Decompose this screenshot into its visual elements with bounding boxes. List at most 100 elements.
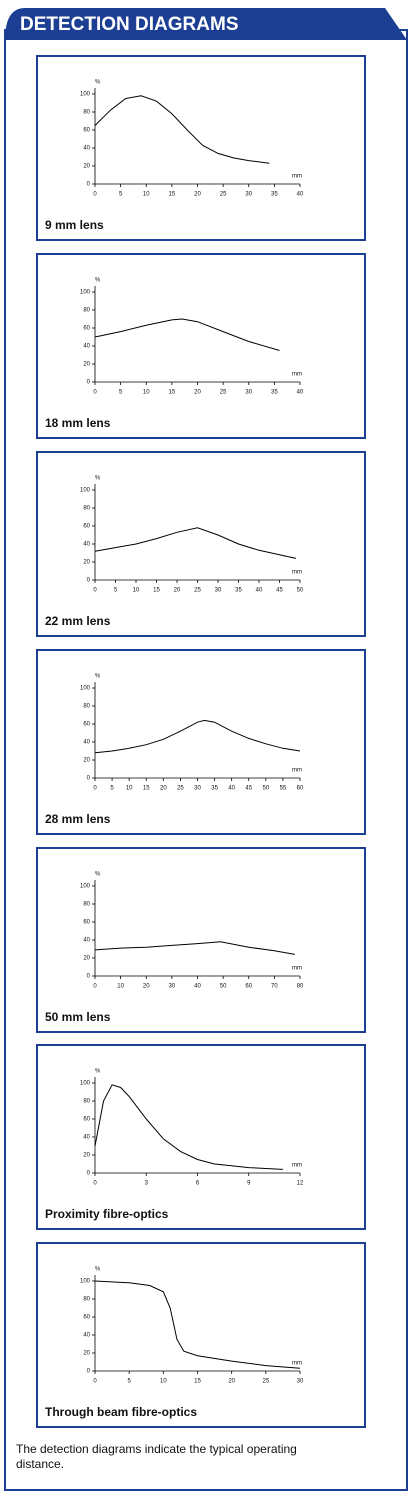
y-tick-label: 0	[87, 776, 91, 782]
x-tick-label: 35	[235, 588, 242, 594]
chart-box	[36, 1242, 366, 1428]
x-tick-label: 25	[220, 192, 227, 198]
y-tick-label: 100	[80, 92, 91, 98]
x-tick-label: 20	[228, 1379, 235, 1385]
x-tick-label: 55	[280, 786, 287, 792]
y-tick-label: 40	[83, 344, 90, 350]
x-tick-label: 30	[169, 984, 176, 990]
x-tick-label: 0	[93, 1379, 97, 1385]
data-line	[94, 1084, 283, 1170]
x-tick-label: 5	[119, 390, 123, 396]
y-tick-label: 20	[83, 164, 90, 170]
y-tick-label: 20	[83, 560, 90, 566]
chart-box	[36, 847, 366, 1033]
x-tick-label: 60	[297, 786, 304, 792]
x-tick-label: 20	[143, 984, 150, 990]
x-tick-label: 15	[169, 192, 176, 198]
x-tick-label: 30	[194, 786, 201, 792]
x-tick-label: 10	[117, 984, 124, 990]
y-axis-label: %	[95, 278, 101, 284]
x-tick-label: 20	[194, 390, 201, 396]
x-tick-label: 25	[220, 390, 227, 396]
x-tick-label: 0	[93, 192, 97, 198]
x-tick-label: 35	[271, 390, 278, 396]
x-tick-label: 5	[119, 192, 123, 198]
x-tick-label: 30	[245, 390, 252, 396]
x-tick-label: 6	[196, 1181, 200, 1187]
x-tick-label: 10	[143, 390, 150, 396]
x-tick-label: 45	[245, 786, 252, 792]
y-tick-label: 20	[83, 1153, 90, 1159]
y-tick-label: 0	[87, 1369, 91, 1375]
chart-caption: Through beam fibre-optics	[45, 1405, 197, 1419]
y-tick-label: 0	[87, 182, 91, 188]
y-tick-label: 20	[83, 362, 90, 368]
data-line	[94, 527, 297, 559]
y-tick-label: 100	[80, 1081, 91, 1087]
x-tick-label: 30	[215, 588, 222, 594]
y-tick-label: 60	[83, 1117, 90, 1123]
x-tick-label: 9	[247, 1181, 251, 1187]
x-axis-label: mm	[292, 768, 302, 774]
y-tick-label: 40	[83, 740, 90, 746]
data-line	[94, 719, 301, 754]
x-tick-label: 15	[153, 588, 160, 594]
x-tick-label: 0	[93, 588, 97, 594]
x-tick-label: 50	[220, 984, 227, 990]
x-tick-label: 60	[245, 984, 252, 990]
x-tick-label: 70	[271, 984, 278, 990]
x-axis-label: mm	[292, 1163, 302, 1169]
x-tick-label: 40	[297, 192, 304, 198]
chart-caption: Proximity fibre-optics	[45, 1207, 169, 1221]
y-tick-label: 60	[83, 722, 90, 728]
x-tick-label: 10	[133, 588, 140, 594]
x-tick-label: 40	[228, 786, 235, 792]
x-tick-label: 5	[127, 1379, 131, 1385]
y-tick-label: 40	[83, 146, 90, 152]
chart-caption: 9 mm lens	[45, 218, 104, 232]
y-tick-label: 80	[83, 902, 90, 908]
y-axis-label: %	[95, 674, 101, 680]
y-tick-label: 80	[83, 1099, 90, 1105]
x-tick-label: 50	[297, 588, 304, 594]
x-tick-label: 10	[160, 1379, 167, 1385]
chart-box	[36, 253, 366, 439]
x-tick-label: 40	[297, 390, 304, 396]
y-tick-label: 60	[83, 920, 90, 926]
y-tick-label: 40	[83, 1135, 90, 1141]
chart-box	[36, 649, 366, 835]
data-line	[94, 95, 270, 164]
chart-caption: 28 mm lens	[45, 812, 111, 826]
x-tick-label: 5	[110, 786, 114, 792]
y-axis-label: %	[95, 1267, 101, 1273]
y-tick-label: 60	[83, 1315, 90, 1321]
x-tick-label: 12	[297, 1181, 304, 1187]
x-tick-label: 20	[194, 192, 201, 198]
y-axis-label: %	[95, 1069, 101, 1075]
x-axis-label: mm	[292, 966, 302, 972]
y-tick-label: 40	[83, 938, 90, 944]
y-tick-label: 0	[87, 578, 91, 584]
x-tick-label: 15	[194, 1379, 201, 1385]
x-axis-label: mm	[292, 174, 302, 180]
header-title: DETECTION DIAGRAMS	[20, 14, 239, 35]
x-tick-label: 30	[245, 192, 252, 198]
y-tick-label: 40	[83, 1333, 90, 1339]
note: The detection diagrams indicate the typi…	[16, 1442, 297, 1471]
x-tick-label: 3	[145, 1181, 149, 1187]
data-line	[94, 318, 280, 351]
x-axis-label: mm	[292, 570, 302, 576]
x-tick-label: 20	[174, 588, 181, 594]
x-tick-label: 25	[194, 588, 201, 594]
x-tick-label: 80	[297, 984, 304, 990]
x-tick-label: 10	[143, 192, 150, 198]
y-tick-label: 80	[83, 110, 90, 116]
x-axis-label: mm	[292, 372, 302, 378]
y-tick-label: 60	[83, 128, 90, 134]
data-line	[94, 941, 295, 955]
y-axis-label: %	[95, 80, 101, 86]
x-tick-label: 5	[114, 588, 118, 594]
y-tick-label: 0	[87, 1171, 91, 1177]
y-tick-label: 60	[83, 326, 90, 332]
